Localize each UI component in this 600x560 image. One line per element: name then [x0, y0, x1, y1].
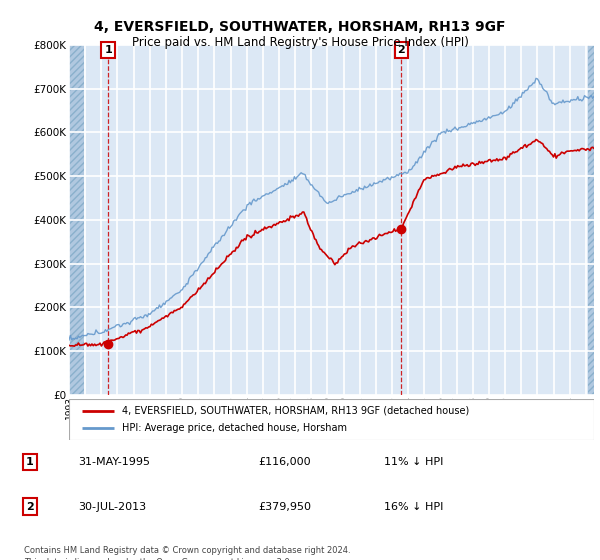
Text: 11% ↓ HPI: 11% ↓ HPI — [384, 457, 443, 467]
Text: Price paid vs. HM Land Registry's House Price Index (HPI): Price paid vs. HM Land Registry's House … — [131, 36, 469, 49]
Text: 4, EVERSFIELD, SOUTHWATER, HORSHAM, RH13 9GF: 4, EVERSFIELD, SOUTHWATER, HORSHAM, RH13… — [94, 20, 506, 34]
Text: 31-MAY-1995: 31-MAY-1995 — [78, 457, 150, 467]
Text: HPI: Average price, detached house, Horsham: HPI: Average price, detached house, Hors… — [121, 423, 347, 433]
Text: £379,950: £379,950 — [258, 502, 311, 512]
Text: £116,000: £116,000 — [258, 457, 311, 467]
Text: 2: 2 — [26, 502, 34, 512]
Text: 16% ↓ HPI: 16% ↓ HPI — [384, 502, 443, 512]
Text: 2: 2 — [398, 45, 406, 55]
Text: 30-JUL-2013: 30-JUL-2013 — [78, 502, 146, 512]
Text: 4, EVERSFIELD, SOUTHWATER, HORSHAM, RH13 9GF (detached house): 4, EVERSFIELD, SOUTHWATER, HORSHAM, RH13… — [121, 405, 469, 416]
Text: 1: 1 — [26, 457, 34, 467]
Text: Contains HM Land Registry data © Crown copyright and database right 2024.
This d: Contains HM Land Registry data © Crown c… — [24, 546, 350, 560]
Text: 1: 1 — [104, 45, 112, 55]
